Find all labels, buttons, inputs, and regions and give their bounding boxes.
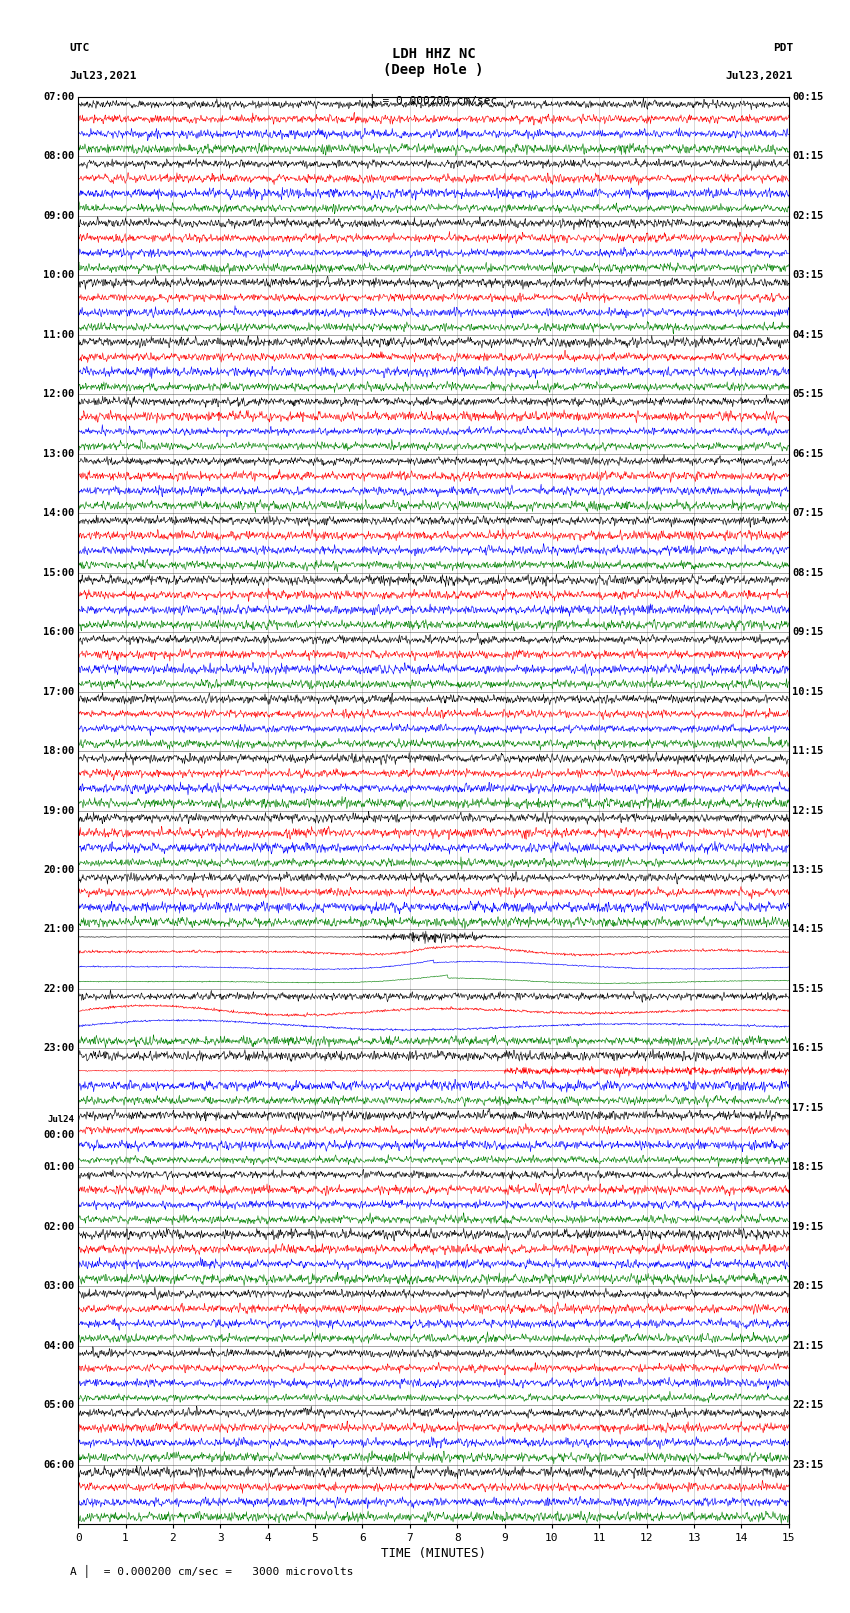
Text: 18:00: 18:00 xyxy=(43,747,75,756)
Text: 11:00: 11:00 xyxy=(43,329,75,340)
Text: 09:00: 09:00 xyxy=(43,211,75,221)
Text: 08:15: 08:15 xyxy=(792,568,824,577)
Text: 15:15: 15:15 xyxy=(792,984,824,994)
Text: 06:00: 06:00 xyxy=(43,1460,75,1469)
Text: LDH HHZ NC: LDH HHZ NC xyxy=(392,47,475,61)
Text: Jul23,2021: Jul23,2021 xyxy=(70,71,137,81)
Text: 09:15: 09:15 xyxy=(792,627,824,637)
Text: Jul24: Jul24 xyxy=(48,1115,75,1124)
Text: 16:00: 16:00 xyxy=(43,627,75,637)
Text: 20:00: 20:00 xyxy=(43,865,75,874)
Text: 00:00: 00:00 xyxy=(43,1131,75,1140)
Text: 20:15: 20:15 xyxy=(792,1281,824,1292)
Text: A │  = 0.000200 cm/sec =   3000 microvolts: A │ = 0.000200 cm/sec = 3000 microvolts xyxy=(70,1565,354,1578)
Text: 17:15: 17:15 xyxy=(792,1103,824,1113)
Text: PDT: PDT xyxy=(773,44,793,53)
Text: 17:00: 17:00 xyxy=(43,687,75,697)
Text: 05:15: 05:15 xyxy=(792,389,824,398)
Text: 23:00: 23:00 xyxy=(43,1044,75,1053)
Text: 12:15: 12:15 xyxy=(792,805,824,816)
Text: 01:00: 01:00 xyxy=(43,1163,75,1173)
Text: 04:00: 04:00 xyxy=(43,1340,75,1350)
Text: UTC: UTC xyxy=(70,44,90,53)
Text: 21:15: 21:15 xyxy=(792,1340,824,1350)
Text: 13:15: 13:15 xyxy=(792,865,824,874)
Text: 00:15: 00:15 xyxy=(792,92,824,102)
Text: 08:00: 08:00 xyxy=(43,152,75,161)
Text: 02:00: 02:00 xyxy=(43,1223,75,1232)
Text: 14:15: 14:15 xyxy=(792,924,824,934)
Text: 14:00: 14:00 xyxy=(43,508,75,518)
Text: 05:00: 05:00 xyxy=(43,1400,75,1410)
Text: 22:15: 22:15 xyxy=(792,1400,824,1410)
Text: 23:15: 23:15 xyxy=(792,1460,824,1469)
Text: (Deep Hole ): (Deep Hole ) xyxy=(383,63,484,77)
Text: 19:00: 19:00 xyxy=(43,805,75,816)
Text: 13:00: 13:00 xyxy=(43,448,75,458)
Text: 10:15: 10:15 xyxy=(792,687,824,697)
Text: 03:15: 03:15 xyxy=(792,271,824,281)
Text: 01:15: 01:15 xyxy=(792,152,824,161)
Text: 07:15: 07:15 xyxy=(792,508,824,518)
Text: 06:15: 06:15 xyxy=(792,448,824,458)
Text: 15:00: 15:00 xyxy=(43,568,75,577)
Text: 18:15: 18:15 xyxy=(792,1163,824,1173)
Text: 10:00: 10:00 xyxy=(43,271,75,281)
Text: 07:00: 07:00 xyxy=(43,92,75,102)
Text: 03:00: 03:00 xyxy=(43,1281,75,1292)
Text: 19:15: 19:15 xyxy=(792,1223,824,1232)
Text: │ = 0.000200 cm/sec: │ = 0.000200 cm/sec xyxy=(370,94,497,106)
Text: 02:15: 02:15 xyxy=(792,211,824,221)
Text: 12:00: 12:00 xyxy=(43,389,75,398)
Text: 04:15: 04:15 xyxy=(792,329,824,340)
X-axis label: TIME (MINUTES): TIME (MINUTES) xyxy=(381,1547,486,1560)
Text: 22:00: 22:00 xyxy=(43,984,75,994)
Text: 21:00: 21:00 xyxy=(43,924,75,934)
Text: 11:15: 11:15 xyxy=(792,747,824,756)
Text: Jul23,2021: Jul23,2021 xyxy=(726,71,793,81)
Text: 16:15: 16:15 xyxy=(792,1044,824,1053)
